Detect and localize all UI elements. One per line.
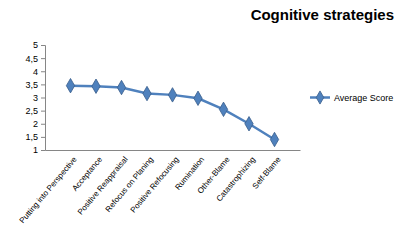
y-axis-line [41,46,46,151]
x-tick-label: Putting into Perspective [18,155,79,226]
y-tick: 2 [33,119,45,129]
y-tick: 1,5 [25,132,45,142]
marker [194,91,202,105]
y-tick: 2,5 [25,106,45,116]
marker [245,117,253,131]
x-tick-label: Refocus on Planing [104,155,155,214]
y-tick: 4 [33,67,45,77]
y-tick-mark [41,84,45,85]
marker [143,86,151,100]
y-tick-label: 5 [33,40,38,50]
y-tick-mark [41,150,45,151]
marker [66,78,74,92]
x-tick: Catastrophizing [215,155,258,203]
y-tick-mark [41,98,45,99]
y-tick-label: 2,5 [25,106,38,116]
y-tick-mark [41,45,45,46]
y-tick-label: 3,5 [25,80,38,90]
chart: 1 1,5 2 2,5 3 3,5 4 4,5 5 Putting into Perspectiv… [0,0,400,232]
legend-marker [316,91,324,104]
x-axis-line [46,150,301,151]
y-axis: 1 1,5 2 2,5 3 3,5 4 4,5 5 [25,40,45,155]
y-tick-label: 4 [33,67,38,77]
y-tick: 1 [33,145,45,155]
y-tick-label: 1 [33,145,38,155]
x-tick: Positive Refocusing [129,155,181,215]
y-tick-label: 4,5 [25,54,38,64]
title: Cognitive strategies [251,6,394,23]
x-tick: Self-Blame [251,155,283,191]
marker [117,80,125,94]
marker [168,88,176,102]
y-tick-label: 1,5 [25,132,38,142]
x-axis: Putting into PerspectiveAcceptancePositi… [18,151,301,226]
y-tick-mark [41,124,45,125]
y-tick: 5 [33,40,45,50]
x-tick-label: Self-Blame [251,155,283,191]
y-tick-label: 3 [33,93,38,103]
series-line [71,86,275,140]
y-tick: 3,5 [25,80,45,90]
x-tick: Refocus on Planing [104,155,155,214]
marker [92,79,100,93]
plot: 1 1,5 2 2,5 3 3,5 4 4,5 5 Putting into Perspectiv… [18,40,301,225]
x-tick-label: Catastrophizing [215,155,258,203]
x-tick-label: Positive Refocusing [129,155,181,215]
y-tick-mark [41,71,45,72]
legend-label: Average Score [334,93,393,103]
marker [270,132,278,146]
y-tick: 3 [33,93,45,103]
x-tick: Putting into Perspective [18,155,79,226]
marker [219,102,227,116]
y-tick-mark [41,58,45,59]
y-tick-mark [41,111,45,112]
y-tick-label: 2 [33,119,38,129]
marks [66,78,278,146]
y-tick: 4,5 [25,54,45,64]
legend: Average Score [310,91,393,104]
legend-item: Average Score [310,91,393,104]
y-tick-mark [41,137,45,138]
